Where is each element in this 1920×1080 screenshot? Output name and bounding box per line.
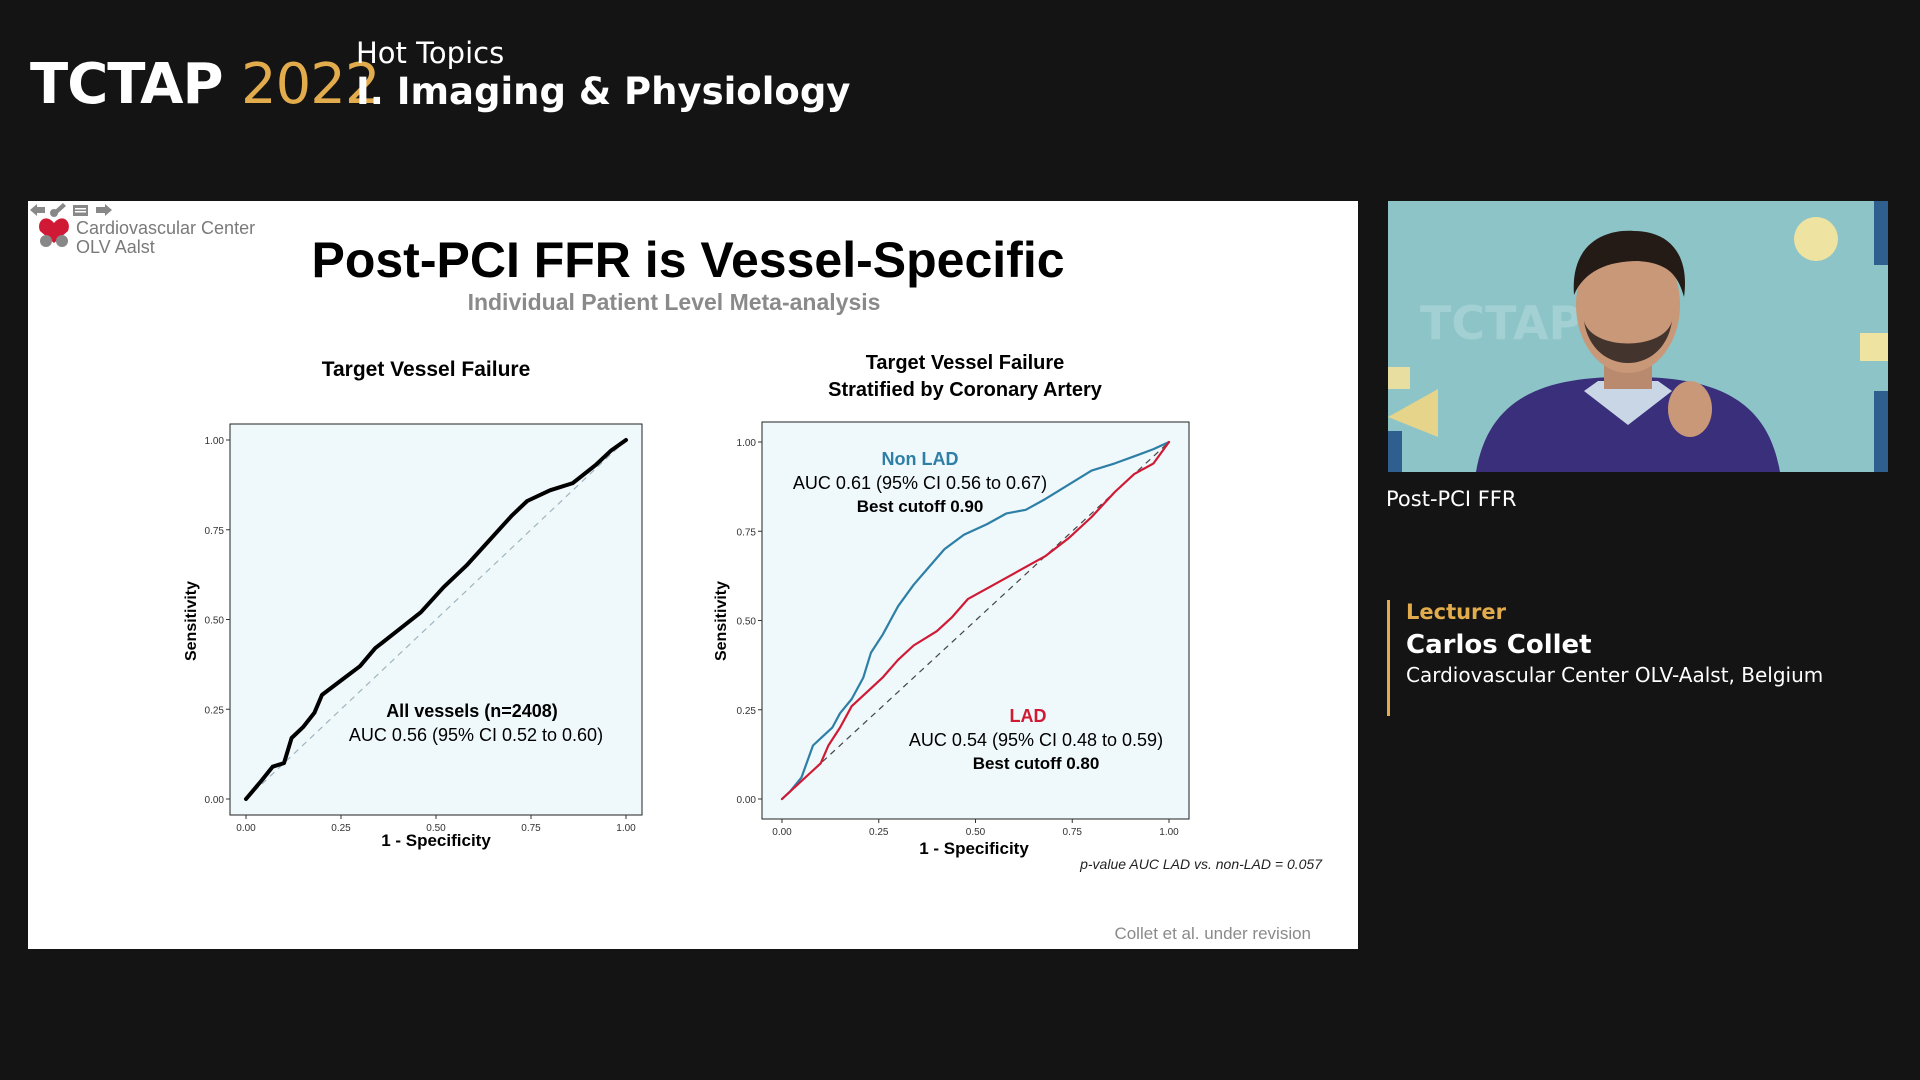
chart2-x-tick: 1.00	[1159, 827, 1179, 838]
next-slide-icon[interactable]	[96, 204, 112, 216]
pen-icon[interactable]	[52, 203, 66, 216]
nonlad-legend-cutoff: Best cutoff 0.90	[857, 497, 984, 516]
logo-line-2: OLV Aalst	[76, 237, 155, 257]
nonlad-legend-name: Non LAD	[882, 449, 959, 469]
session-title: I. Imaging & Physiology	[356, 70, 851, 113]
logo-line-1: Cardiovascular Center	[76, 218, 255, 238]
prev-slide-icon[interactable]	[30, 204, 45, 216]
session-kicker: Hot Topics	[356, 36, 505, 70]
speaker-video-frame: TCTAP	[1388, 201, 1888, 472]
chart2-y-tick: 0.00	[737, 795, 757, 806]
chart1-x-tick: 0.25	[331, 823, 351, 834]
chart1-x-tick: 1.00	[616, 823, 636, 834]
lecturer-card: Lecturer Carlos Collet Cardiovascular Ce…	[1387, 600, 1886, 716]
pvalue-note: p-value AUC LAD vs. non-LAD = 0.057	[1079, 856, 1323, 872]
brand-name: TCTAP	[30, 52, 224, 117]
deco-shape	[1388, 367, 1410, 389]
chart1-plot-area	[229, 423, 643, 816]
conference-logo: TCTAP 2022	[30, 52, 381, 117]
speaker-affiliation: Cardiovascular Center OLV-Aalst, Belgium	[1406, 663, 1824, 687]
chart1-annotation-auc: AUC 0.56 (95% CI 0.52 to 0.60)	[349, 725, 603, 745]
chart1-xlabel: 1 - Specificity	[381, 831, 491, 850]
speaker-role: Lecturer	[1406, 600, 1507, 624]
chart2-x-tick: 0.00	[772, 827, 792, 838]
chart2-x-tick: 0.50	[966, 827, 986, 838]
chart1-y-tick: 0.50	[205, 616, 225, 627]
chart2-x-tick: 0.25	[869, 827, 889, 838]
chart1-x-tick: 0.75	[521, 823, 541, 834]
chart1-y-tick: 0.75	[205, 526, 225, 537]
chart2-roc-curve-non-lad	[780, 440, 1171, 801]
chart1-y-tick: 0.00	[205, 795, 225, 806]
deco-shape	[1874, 391, 1888, 472]
slide-title: Post-PCI FFR is Vessel-Specific	[311, 232, 1064, 288]
chart1-annotation-title: All vessels (n=2408)	[386, 701, 558, 721]
chart1-ylabel: Sensitivity	[183, 581, 200, 661]
chart2-x-tick: 0.75	[1063, 827, 1083, 838]
slide-canvas: Cardiovascular Center OLV Aalst Post-PCI…	[39, 209, 1323, 943]
chart1-layer: 0.00 0.00 0.25 0.25 0.50 0.50 0.75 0.75 1.00 1.00	[205, 436, 637, 834]
presentation-slide: Cardiovascular Center OLV Aalst Post-PCI…	[28, 201, 1358, 949]
chart1-x-tick: 0.50	[426, 823, 446, 834]
camera-watermark: TCTAP	[1420, 296, 1582, 350]
deco-shape	[1388, 431, 1402, 472]
citation: Collet et al. under revision	[1114, 924, 1311, 943]
lad-legend-name: LAD	[1010, 706, 1047, 726]
chart1-x-tick: 0.00	[236, 823, 256, 834]
chart2-roc-curve-lad	[780, 440, 1171, 801]
heart-logo-icon	[39, 209, 69, 247]
chart2-subtitle: Stratified by Coronary Artery	[828, 379, 1103, 401]
slide-controls	[30, 203, 112, 216]
speaker-video: TCTAP	[1388, 201, 1888, 472]
chart1-y-tick: 1.00	[205, 436, 225, 447]
chart2-xlabel: 1 - Specificity	[919, 839, 1029, 858]
chart2-y-tick: 0.75	[737, 527, 757, 538]
nonlad-legend-auc: AUC 0.61 (95% CI 0.56 to 0.67)	[793, 473, 1047, 493]
notes-icon[interactable]	[73, 205, 88, 216]
lad-legend-cutoff: Best cutoff 0.80	[973, 754, 1100, 773]
chart2-ylabel: Sensitivity	[713, 581, 730, 661]
chart2-title: Target Vessel Failure	[866, 352, 1065, 374]
chart2-y-tick: 0.50	[737, 617, 757, 628]
slide-subtitle: Individual Patient Level Meta-analysis	[468, 289, 881, 315]
deco-shape	[1794, 217, 1838, 261]
brand-year: 2022	[241, 52, 381, 117]
chart1-y-tick: 0.25	[205, 705, 225, 716]
chart1-roc-curve-all-vessels	[244, 438, 628, 801]
chart2-y-tick: 0.25	[737, 706, 757, 717]
deco-shape	[1388, 389, 1438, 437]
speaker-name: Carlos Collet	[1406, 630, 1592, 660]
speaker-person	[1476, 230, 1780, 472]
lad-legend-auc: AUC 0.54 (95% CI 0.48 to 0.59)	[909, 730, 1163, 750]
chart1-title: Target Vessel Failure	[322, 358, 531, 381]
chart2-y-tick: 1.00	[737, 438, 757, 449]
chart2-layer: 0.00 0.00 0.25 0.25 0.50 0.50 0.75 0.75 1.00 1.00	[737, 438, 1180, 838]
camera-caption: Post-PCI FFR	[1386, 487, 1517, 511]
deco-shape	[1874, 201, 1888, 265]
deco-shape	[1860, 333, 1888, 361]
